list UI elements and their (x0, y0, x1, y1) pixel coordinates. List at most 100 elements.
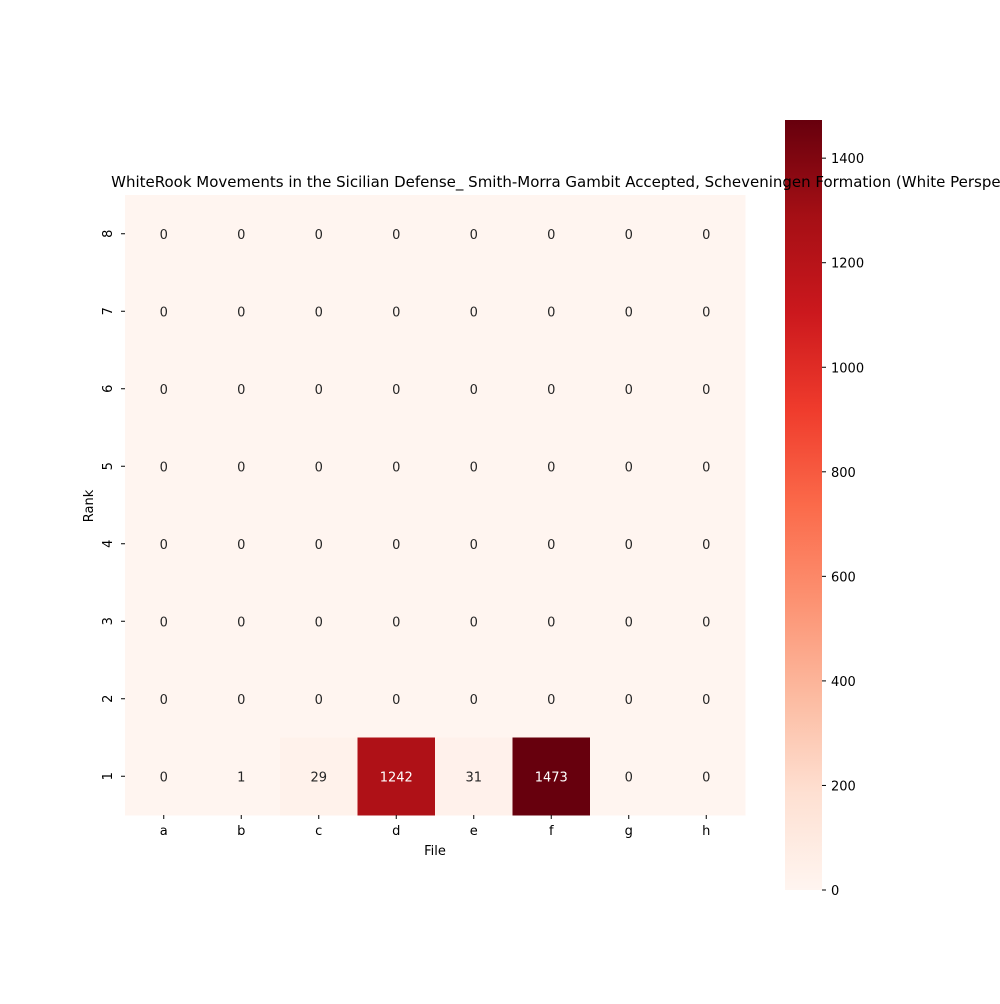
colorbar-tick-label: 600 (831, 570, 856, 585)
heatmap-cell-h8 (667, 195, 746, 273)
cell-value-g3: 0 (625, 615, 633, 630)
heatmap-cell-d4 (357, 505, 436, 583)
cell-value-c3: 0 (315, 615, 323, 630)
y-tick-label: 7 (101, 307, 116, 315)
cell-value-d7: 0 (392, 305, 400, 320)
heatmap-cell-f5 (512, 427, 591, 506)
cell-value-a5: 0 (160, 460, 168, 475)
heatmap-cell-g1 (590, 737, 668, 816)
y-tick-label: 5 (101, 462, 116, 470)
x-tick-label: f (549, 824, 554, 839)
heatmap-cell-b4 (202, 505, 281, 583)
heatmap-cell-f7 (512, 272, 591, 351)
cell-value-d1: 1242 (380, 770, 413, 785)
cell-value-a1: 0 (160, 770, 168, 785)
cell-value-e2: 0 (470, 693, 478, 708)
cell-value-b8: 0 (237, 228, 245, 243)
heatmap-cell-d8 (357, 195, 436, 273)
cell-value-f6: 0 (547, 383, 555, 398)
cell-value-b3: 0 (237, 615, 245, 630)
y-tick-label: 8 (101, 230, 116, 238)
heatmap-cell-c8 (280, 195, 358, 273)
y-tick-label: 4 (101, 540, 116, 548)
heatmap-cell-f3 (512, 582, 591, 661)
cell-value-g8: 0 (625, 228, 633, 243)
heatmap-cell-g5 (590, 427, 668, 506)
heatmap-cell-b7 (202, 272, 281, 351)
heatmap-cell-b8 (202, 195, 281, 273)
heatmap-cell-a6 (125, 350, 203, 428)
cell-value-c7: 0 (315, 305, 323, 320)
heatmap-cell-b6 (202, 350, 281, 428)
heatmap-cell-e5 (435, 427, 513, 506)
y-tick-label: 6 (101, 385, 116, 393)
heatmap-cell-d1 (357, 737, 436, 816)
y-tick-label: 1 (101, 772, 116, 780)
colorbar-tick-label: 0 (831, 884, 839, 899)
heatmap-cell-g7 (590, 272, 668, 351)
cell-value-e5: 0 (470, 460, 478, 475)
x-tick-label: d (392, 824, 400, 839)
heatmap-cell-a8 (125, 195, 203, 273)
colorbar-tick-label: 400 (831, 675, 856, 690)
heatmap-cell-c1 (280, 737, 358, 816)
cell-value-f2: 0 (547, 693, 555, 708)
y-tick-label: 3 (101, 617, 116, 625)
cell-value-g4: 0 (625, 538, 633, 553)
heatmap-cell-c6 (280, 350, 358, 428)
heatmap-cell-f2 (512, 660, 591, 738)
cell-value-d4: 0 (392, 538, 400, 553)
cell-value-h8: 0 (702, 228, 710, 243)
cell-value-f8: 0 (547, 228, 555, 243)
cell-value-g1: 0 (625, 770, 633, 785)
cell-value-b1: 1 (237, 770, 245, 785)
heatmap-cell-a4 (125, 505, 203, 583)
cell-value-h3: 0 (702, 615, 710, 630)
cell-value-a3: 0 (160, 615, 168, 630)
heatmap-cell-g2 (590, 660, 668, 738)
cell-value-g6: 0 (625, 383, 633, 398)
heatmap-cell-a7 (125, 272, 203, 351)
heatmap-cell-d6 (357, 350, 436, 428)
colorbar-gradient (785, 120, 822, 890)
y-tick-label: 2 (101, 695, 116, 703)
colorbar-tick-label: 200 (831, 779, 856, 794)
cell-value-b2: 0 (237, 693, 245, 708)
cell-value-d5: 0 (392, 460, 400, 475)
colorbar-tick-label: 800 (831, 466, 856, 481)
heatmap-cell-b5 (202, 427, 281, 506)
cell-value-g2: 0 (625, 693, 633, 708)
cell-value-f1: 1473 (535, 770, 568, 785)
cell-value-f7: 0 (547, 305, 555, 320)
heatmap-cell-h6 (667, 350, 746, 428)
cell-value-g5: 0 (625, 460, 633, 475)
x-tick-label: b (237, 824, 245, 839)
heatmap-cell-f8 (512, 195, 591, 273)
heatmap-cell-f6 (512, 350, 591, 428)
cell-value-d2: 0 (392, 693, 400, 708)
cell-value-c2: 0 (315, 693, 323, 708)
heatmap-cell-e2 (435, 660, 513, 738)
heatmap-cell-b1 (202, 737, 281, 816)
heatmap-cell-d7 (357, 272, 436, 351)
cell-value-b7: 0 (237, 305, 245, 320)
cell-value-e4: 0 (470, 538, 478, 553)
cell-value-b5: 0 (237, 460, 245, 475)
x-axis-label: File (424, 844, 446, 859)
heatmap-cell-e7 (435, 272, 513, 351)
heatmap-cell-h1 (667, 737, 746, 816)
heatmap-cell-h7 (667, 272, 746, 351)
cell-value-d8: 0 (392, 228, 400, 243)
cell-value-d6: 0 (392, 383, 400, 398)
heatmap-cell-a5 (125, 427, 203, 506)
colorbar-tick-label: 1400 (831, 152, 864, 167)
cell-value-b6: 0 (237, 383, 245, 398)
heatmap-cell-e8 (435, 195, 513, 273)
cell-value-h4: 0 (702, 538, 710, 553)
cell-value-f5: 0 (547, 460, 555, 475)
heatmap-cell-d5 (357, 427, 436, 506)
cell-value-a2: 0 (160, 693, 168, 708)
heatmap-cell-c2 (280, 660, 358, 738)
